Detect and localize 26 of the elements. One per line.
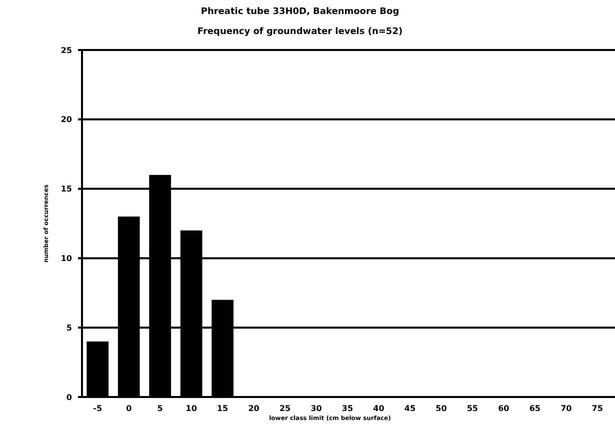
chart-subtitle: Frequency of groundwater levels (n=52) (197, 27, 403, 37)
x-tick-label: 65 (529, 404, 541, 413)
y-tick-label: 15 (60, 184, 72, 194)
y-tick-label: 25 (60, 46, 72, 55)
x-tick-label: -5 (93, 404, 102, 413)
x-tick-label: 45 (404, 404, 416, 413)
y-tick-label: 20 (60, 115, 72, 124)
y-tick-label: 10 (60, 254, 72, 263)
y-tick-label: 5 (66, 323, 72, 332)
x-tick-label: 0 (126, 404, 132, 413)
x-tick-label: 70 (560, 404, 572, 413)
y-tick-label: 0 (66, 392, 72, 402)
bar (86, 341, 109, 397)
x-tick-label: 55 (466, 404, 478, 413)
x-tick-label: 20 (248, 404, 260, 413)
chart-title: Phreatic tube 33H0D, Bakenmoore Bog (200, 7, 400, 17)
x-tick-label: 75 (592, 404, 604, 413)
x-tick-label: 5 (157, 404, 164, 413)
x-tick-label: 10 (186, 404, 198, 413)
x-tick-label: 35 (342, 404, 354, 413)
x-tick-label: 50 (436, 404, 448, 413)
x-tick-label: 30 (310, 404, 322, 413)
x-tick-label: 15 (216, 404, 229, 413)
x-tick-label: 40 (373, 404, 385, 413)
x-tick-label: 60 (498, 404, 510, 413)
x-tick-label: 25 (279, 404, 292, 413)
